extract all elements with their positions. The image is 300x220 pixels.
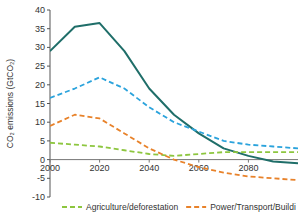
plot-area [50,23,298,180]
y-tick-label: 15 [35,99,45,109]
y-tick [47,10,50,11]
x-tick-label: 2040 [139,163,159,173]
y-tick [47,66,50,67]
series-line [50,23,298,163]
y-tick [47,197,50,198]
y-tick-label: -10 [32,192,45,202]
x-tick-label: 2080 [238,163,258,173]
y-tick [47,84,50,85]
legend-swatch [62,206,82,208]
series-line [50,77,298,148]
y-tick-label: 5 [40,136,45,146]
chart: -10-505101520253035402000202020402060208… [0,0,300,220]
y-tick-label: 40 [35,5,45,15]
series-line [50,115,298,180]
y-tick-label: 30 [35,42,45,52]
y-tick [47,28,50,29]
y-tick [47,140,50,141]
y-axis-label: CO₂ emissions (GtCO₂) [5,59,15,148]
legend-swatch [186,206,206,208]
y-tick-label: 20 [35,80,45,90]
y-tick [47,122,50,123]
y-tick-label: 35 [35,24,45,34]
y-tick-label: -5 [37,173,45,183]
x-tick-label: 2020 [90,163,110,173]
legend-label: Power/Transport/Buildi [210,202,296,212]
x-tick-label: 2000 [40,163,60,173]
y-tick [47,103,50,104]
series-line [50,143,298,156]
legend-label: Agriculture/deforestation [86,202,178,212]
y-tick [47,47,50,48]
y-tick-label: 25 [35,61,45,71]
y-tick-label: 10 [35,117,45,127]
y-tick [47,178,50,179]
